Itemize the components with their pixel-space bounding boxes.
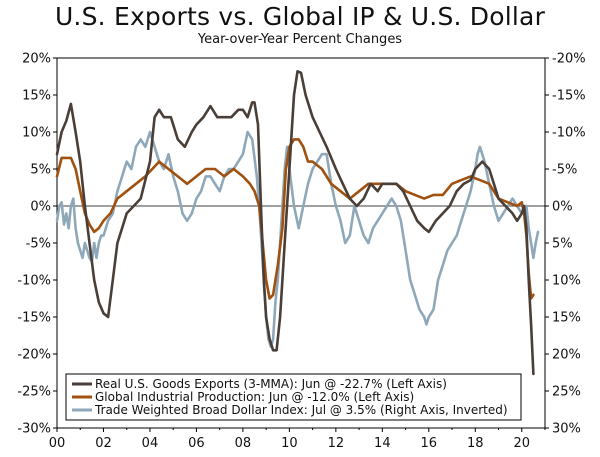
- right-tick-label: 5%: [552, 237, 573, 252]
- x-tick-label: 04: [142, 436, 159, 451]
- x-tick-label: 06: [188, 436, 205, 451]
- legend: Real U.S. Goods Exports (3-MMA): Jun @ -…: [65, 373, 522, 421]
- x-tick-label: 12: [328, 436, 345, 451]
- right-tick-label: -5%: [552, 163, 577, 178]
- right-tick-label: 25%: [552, 385, 581, 400]
- right-tick-label: -10%: [552, 126, 586, 141]
- global-ip-line: [55, 138, 535, 300]
- x-tick-label: 14: [374, 436, 391, 451]
- x-tick-label: 16: [421, 436, 438, 451]
- legend-entry-global-ip-label: Global Industrial Production: Jun @ -12.…: [95, 390, 414, 404]
- plot-area-frame: [56, 57, 546, 429]
- exports-line: [55, 70, 535, 376]
- left-tick-label: 20%: [22, 52, 51, 67]
- chart-title: U.S. Exports vs. Global IP & U.S. Dollar: [54, 2, 546, 31]
- x-tick-label: 18: [467, 436, 484, 451]
- series-group: [55, 70, 540, 376]
- legend-entry-exports-label: Real U.S. Goods Exports (3-MMA): Jun @ -…: [95, 377, 447, 391]
- right-tick-label: 10%: [552, 274, 581, 289]
- right-tick-label: 30%: [552, 422, 581, 437]
- right-tick-label: 15%: [552, 311, 581, 326]
- chart-subtitle: Year-over-Year Percent Changes: [197, 32, 403, 47]
- left-tick-label: 0%: [30, 200, 51, 215]
- x-tick-label: 02: [95, 436, 112, 451]
- x-tick-label: 08: [235, 436, 252, 451]
- x-axis-ticks: 00 02 04 06 08 10 12 14 16 18 20: [49, 428, 546, 451]
- left-tick-label: 5%: [30, 163, 51, 178]
- right-tick-label: -20%: [552, 52, 586, 67]
- left-tick-label: -10%: [17, 274, 51, 289]
- left-tick-label: 10%: [22, 126, 51, 141]
- x-tick-label: 20: [513, 436, 530, 451]
- left-tick-label: -25%: [17, 385, 51, 400]
- right-tick-label: 0%: [552, 200, 573, 215]
- right-axis-ticks: -20% -15% -10% -5% 0% 5% 10% 15% 20% 25% 30%: [545, 52, 586, 437]
- left-tick-label: -20%: [17, 348, 51, 363]
- x-tick-label: 10: [281, 436, 298, 451]
- right-tick-label: -15%: [552, 89, 586, 104]
- legend-box: [65, 373, 522, 421]
- dollar-index-line: [55, 130, 540, 348]
- left-axis-ticks: 20% 15% 10% 5% 0% -5% -10% -15% -20% -25% -30%: [17, 52, 57, 437]
- left-tick-label: 15%: [22, 89, 51, 104]
- left-tick-label: -15%: [17, 311, 51, 326]
- left-tick-label: -30%: [17, 422, 51, 437]
- left-tick-label: -5%: [26, 237, 51, 252]
- right-tick-label: 20%: [552, 348, 581, 363]
- legend-entry-dollar-index-label: Trade Weighted Broad Dollar Index: Jul @…: [94, 403, 508, 417]
- x-tick-label: 00: [49, 436, 66, 451]
